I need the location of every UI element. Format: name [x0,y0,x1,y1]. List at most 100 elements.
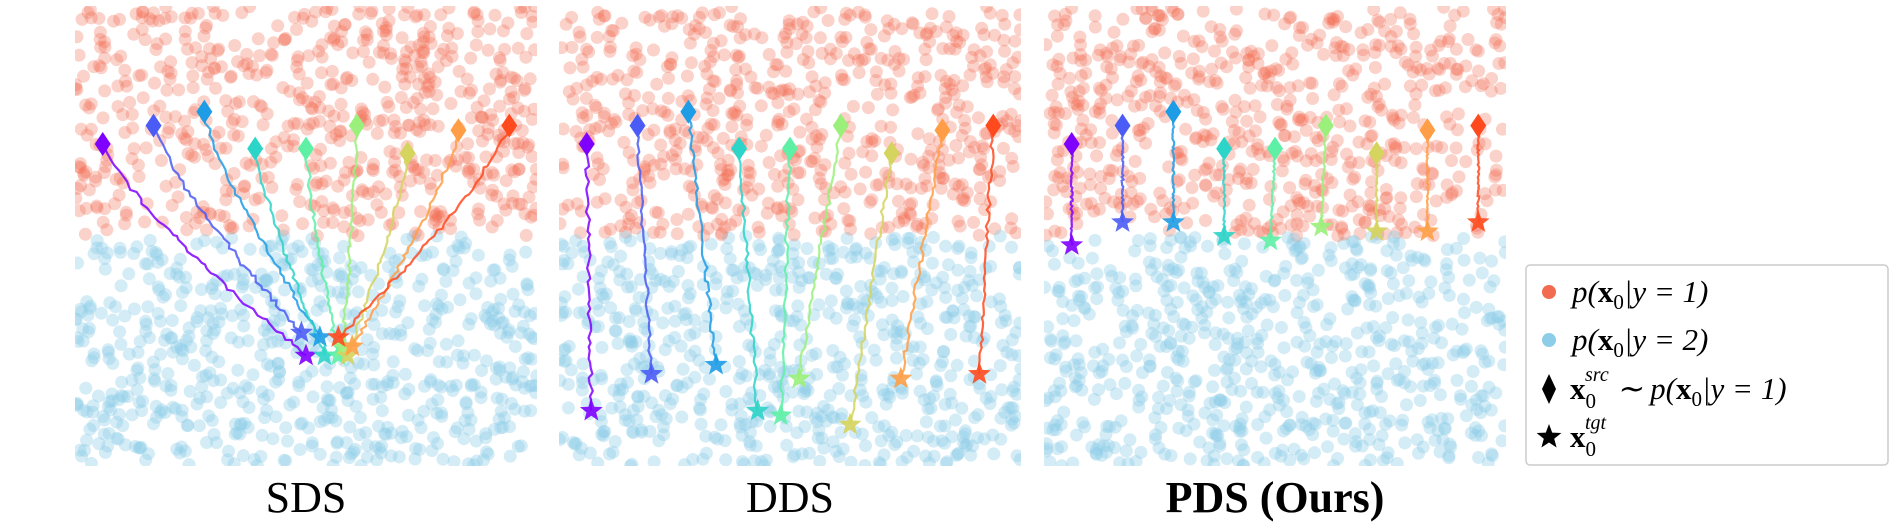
sample-dot [622,315,636,328]
sample-dot [434,8,448,22]
sample-dot [887,267,901,281]
sample-dot [962,320,976,334]
sample-dot [1384,30,1398,44]
sample-dot [248,193,262,207]
sample-dot [975,158,989,172]
sample-dot [1063,71,1076,85]
sample-dot [1228,353,1242,367]
sample-dot [735,367,749,381]
sample-dot [337,239,351,253]
sample-dot [651,206,665,220]
sample-dot [461,406,475,420]
sample-dot [518,207,532,221]
sample-dot [394,91,408,104]
sample-dot [668,299,682,313]
sample-dot [246,59,260,73]
sample-dot [1153,86,1167,100]
sample-dot [786,247,800,261]
panel-title: PDS (Ours) [1166,473,1385,522]
sample-dot [744,70,758,84]
sample-dot [1103,264,1117,278]
sample-dot [1149,428,1163,442]
sample-dot [739,62,752,76]
sample-dot [704,117,718,131]
sample-dot [559,433,566,447]
sample-dot [84,456,98,466]
sample-dot [624,280,638,294]
sample-dot [929,375,943,389]
sample-dot [1220,452,1234,466]
sample-dot [910,219,923,233]
sample-dot [603,447,616,461]
sample-dot [1489,33,1503,47]
sample-dot [1451,62,1465,76]
sample-dot [200,436,214,449]
sample-dot [595,287,609,301]
sample-dot [1422,286,1436,300]
sample-dot [1118,376,1132,390]
sample-dot [874,457,888,466]
sample-dot [630,66,644,79]
sample-dot [1231,331,1244,345]
sample-dot [518,404,532,418]
sample-dot [1459,342,1473,356]
sample-dot [655,408,669,422]
sample-dot [511,136,525,150]
sample-dot [1271,391,1285,405]
sample-dot [877,388,891,402]
sample-dot [116,419,130,433]
sample-dot [261,327,275,341]
sample-dot [150,37,164,51]
sample-dot [975,21,989,35]
sample-dot [1219,363,1233,376]
sample-dot [948,177,962,191]
sample-dot [754,139,768,153]
sample-dot [741,165,755,179]
sample-dot [1476,347,1490,361]
sample-dot [266,270,280,284]
sample-dot [75,305,89,319]
sample-dot [841,129,854,143]
sample-dot [323,119,337,133]
trajectory [635,125,653,374]
sample-dot [1259,269,1273,283]
sample-dot [1169,266,1183,279]
sample-dot [1312,361,1326,374]
sample-dot [887,17,901,31]
sample-dot [1044,444,1053,458]
sample-dot [929,25,943,38]
source-diamond [1216,136,1233,161]
sample-dot [743,438,757,452]
sample-dot [1250,142,1264,156]
sample-dot [147,417,160,431]
sample-dot [1059,14,1073,28]
sample-dot [1052,52,1066,66]
sample-dot [892,194,905,208]
sample-dot [1450,184,1463,198]
sample-dot [1373,15,1386,29]
sample-dot [424,37,438,50]
sample-dot [1232,126,1246,140]
legend-box [1525,264,1889,466]
sample-dot [490,361,503,375]
sample-dot [408,49,422,63]
sample-dot [561,257,575,271]
sample-dot [228,417,242,431]
sample-dot [130,363,144,377]
sample-dot [315,177,329,191]
sample-dot [721,164,735,178]
sample-dot [921,402,935,416]
sample-dot [269,150,283,164]
sample-dot [434,47,448,61]
sample-dot [568,437,582,451]
sample-dot [869,353,883,367]
sample-dot [733,99,747,113]
legend-text: 0 [1586,437,1597,461]
sample-dot [277,453,291,466]
sample-dot [1363,433,1377,447]
sample-dot [472,202,486,216]
sample-dot [1234,295,1248,309]
sample-dot [673,249,687,263]
sample-dot [1367,359,1381,373]
sample-dot [287,133,300,147]
